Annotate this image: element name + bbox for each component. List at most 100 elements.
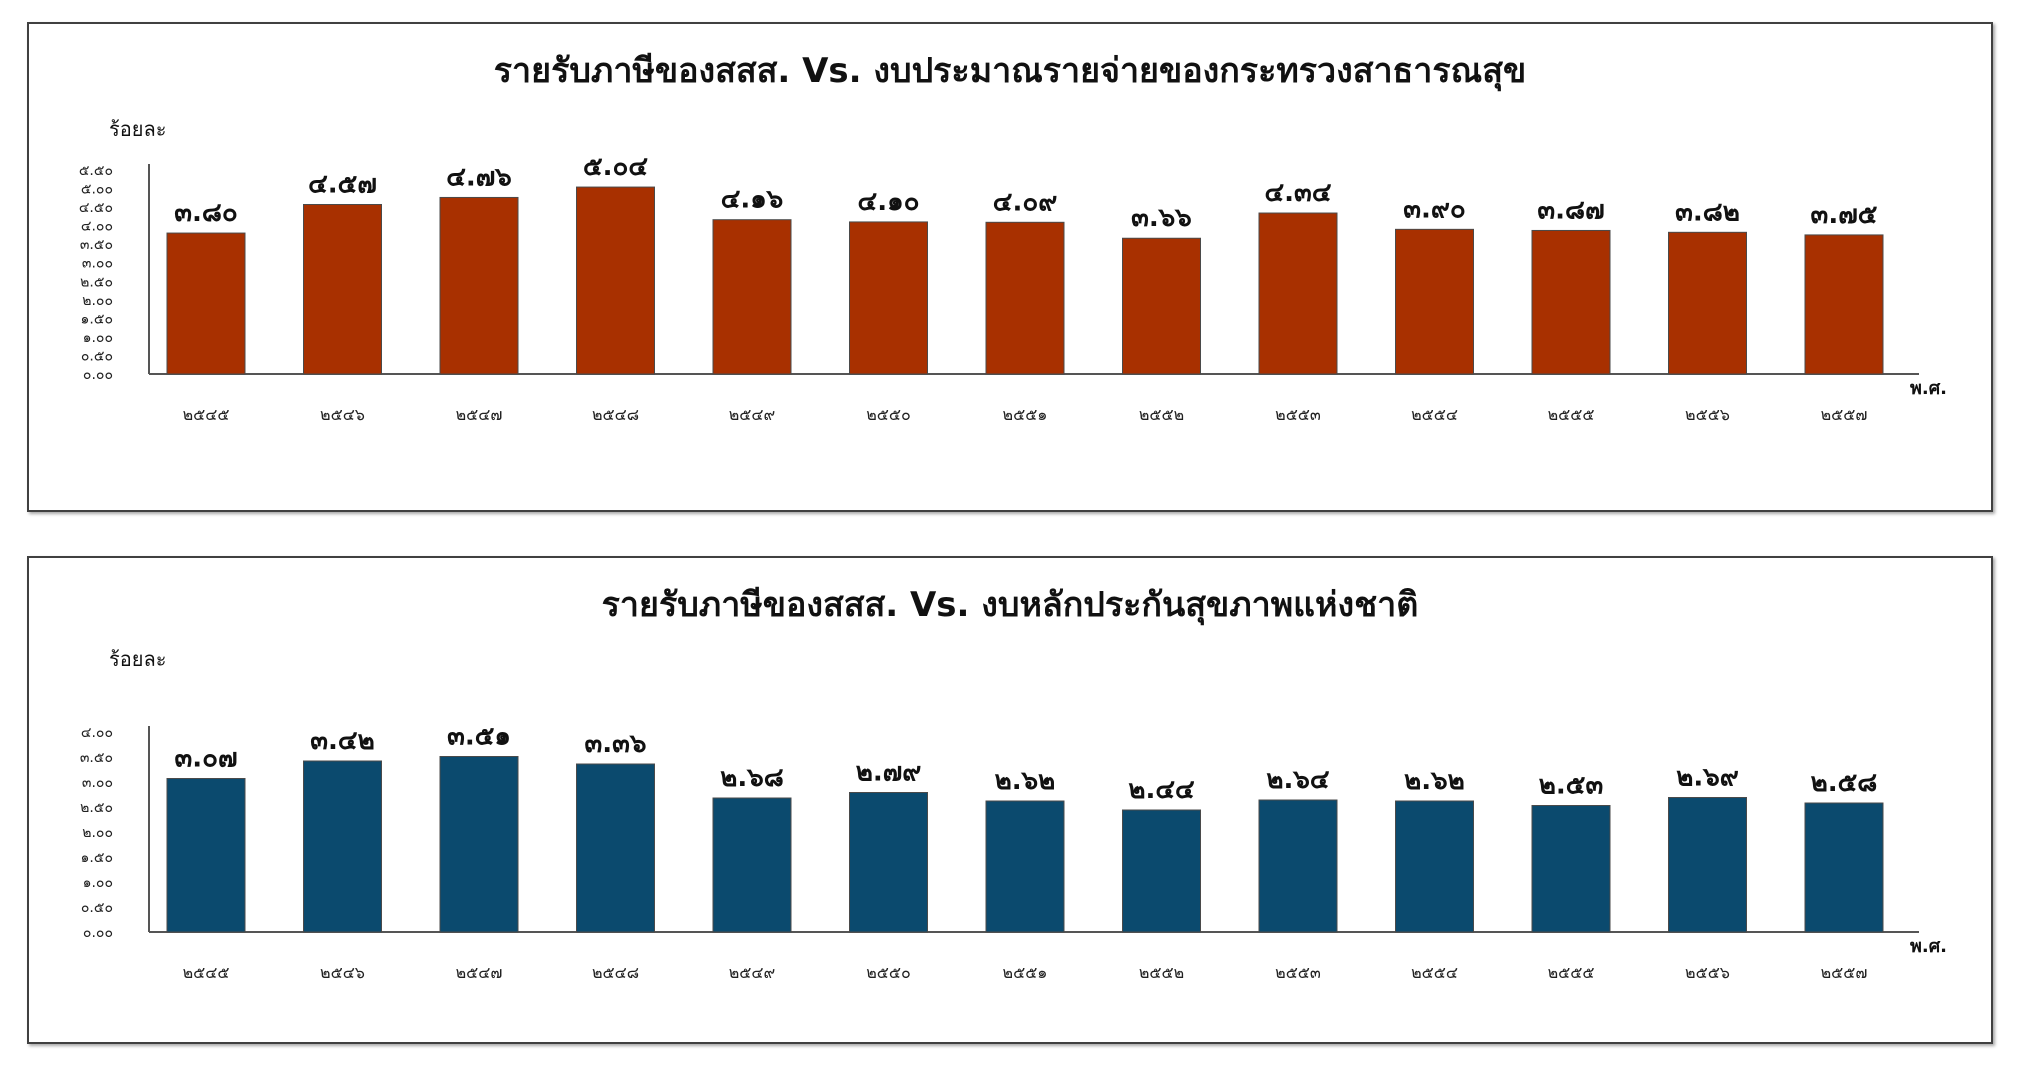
x-tick-label: ๒๕๔๙ [729,963,775,982]
x-tick-label: ๒๕๕๓ [1275,963,1321,982]
data-label: ๔.๑๐ [858,187,920,217]
data-label: ๒.๖๒ [995,766,1056,796]
bar [985,221,1065,375]
data-label: ๔.๗๖ [446,162,512,192]
data-label: ๓.๓๖ [585,729,647,759]
bar-chart-health-ministry-budget: รายรับภาษีของสสส. Vs. งบประมาณรายจ่ายของ… [79,51,1947,424]
bar-chart-national-health-security: รายรับภาษีของสสส. Vs. งบหลักประกันสุขภาพ… [80,585,1947,982]
y-tick-label: ๑.๕๐ [81,850,113,866]
x-tick-label: ๒๕๔๗ [456,405,503,424]
data-label: ๒.๕๓ [1539,771,1603,801]
bar [166,232,246,375]
data-label: ๓.๕๑ [447,722,511,752]
bar [303,760,382,933]
x-tick-label: ๒๕๕๔ [1411,963,1458,982]
x-axis-label: พ.ศ. [1910,936,1947,957]
data-label: ๓.๐๗ [174,744,237,774]
bar [849,221,928,375]
x-tick-label: ๒๕๕๐ [866,963,911,982]
y-tick-label: ๑.๐๐ [83,330,113,346]
bar [576,763,655,933]
x-tick-label: ๒๕๕๗ [1821,405,1868,424]
data-label: ๒.๗๙ [856,758,922,788]
data-label: ๒.๕๘ [1811,768,1878,798]
x-tick-label: ๒๕๔๖ [320,405,365,424]
x-tick-label: ๒๕๕๔ [1411,405,1458,424]
x-tick-label: ๒๕๕๒ [1139,963,1184,982]
data-label: ๔.๕๗ [308,169,377,199]
bar [1258,799,1338,933]
chart-panel-health-ministry-budget: รายรับภาษีของสสส. Vs. งบประมาณรายจ่ายของ… [27,22,1993,512]
x-tick-label: ๒๕๕๑ [1003,405,1048,424]
x-tick-label: ๒๕๕๖ [1685,405,1730,424]
bar [1804,802,1884,933]
y-tick-label: ๓.๐๐ [82,775,113,791]
bar [166,778,246,933]
data-label: ๓.๖๖ [1131,203,1192,233]
data-label: ๒.๔๔ [1128,775,1195,805]
x-tick-label: ๒๕๔๕ [183,405,230,424]
bar [576,186,655,375]
data-label: ๒.๖๔ [1266,765,1330,795]
y-tick-label: ๐.๕๐ [81,348,113,364]
bar [303,203,382,375]
bar [1258,212,1338,375]
y-tick-label: ๒.๕๐ [80,800,113,816]
data-label: ๔.๓๔ [1264,178,1331,208]
y-tick-label: ๑.๐๐ [83,875,113,891]
x-tick-label: ๒๕๔๖ [320,963,365,982]
data-label: ๒.๖๒ [1404,766,1465,796]
data-label: ๒.๖๘ [720,763,784,793]
chart-panel-national-health-security: รายรับภาษีของสสส. Vs. งบหลักประกันสุขภาพ… [27,556,1993,1044]
x-tick-label: ๒๕๕๓ [1275,405,1321,424]
y-tick-label: ๓.๕๐ [80,237,113,253]
bar [439,196,519,375]
x-tick-label: ๒๕๕๗ [1821,963,1868,982]
bar [1122,809,1201,933]
y-axis-label: ร้อยละ [109,117,166,141]
x-tick-label: ๒๕๔๘ [592,405,639,424]
y-tick-label: ๕.๐๐ [81,182,113,198]
bar [849,792,928,933]
bar [1531,229,1611,375]
x-tick-label: ๒๕๔๘ [592,963,639,982]
data-label: ๒.๖๙ [1676,763,1739,793]
y-tick-label: ๔.๕๐ [79,200,113,216]
x-tick-label: ๒๕๕๐ [866,405,911,424]
x-tick-label: ๒๕๕๒ [1139,405,1184,424]
bar [439,756,519,933]
bar [1122,237,1201,375]
bar [1395,800,1474,933]
bar [712,797,792,933]
y-tick-label: ๒.๐๐ [82,825,113,841]
data-label: ๕.๐๔ [583,152,648,182]
bar [1668,797,1747,933]
y-tick-label: ๕.๕๐ [79,163,113,179]
bar [1531,805,1611,933]
bar [712,219,792,375]
y-tick-label: ๐.๐๐ [83,925,113,941]
x-tick-label: ๒๕๕๖ [1685,963,1730,982]
data-label: ๓.๔๒ [310,726,374,756]
x-tick-label: ๒๕๕๕ [1548,963,1595,982]
x-tick-label: ๒๕๕๕ [1548,405,1595,424]
x-tick-label: ๒๕๔๕ [183,963,230,982]
y-tick-label: ๓.๐๐ [82,256,113,272]
data-label: ๔.๐๙ [993,187,1057,217]
x-axis-label: พ.ศ. [1910,378,1947,399]
y-axis-label: ร้อยละ [109,647,166,671]
chart-title: รายรับภาษีของสสส. Vs. งบหลักประกันสุขภาพ… [602,585,1419,626]
y-tick-label: ๒.๕๐ [80,274,113,290]
chart-title: รายรับภาษีของสสส. Vs. งบประมาณรายจ่ายของ… [494,51,1526,92]
y-tick-label: ๔.๐๐ [81,219,113,235]
data-label: ๓.๘๐ [174,198,238,228]
bar [1395,228,1474,375]
x-tick-label: ๒๕๔๗ [456,963,503,982]
y-tick-label: ๐.๐๐ [83,367,113,383]
y-tick-label: ๔.๐๐ [81,725,113,741]
data-label: ๓.๗๕ [1811,200,1878,230]
y-tick-label: ๐.๕๐ [81,900,113,916]
data-label: ๔.๑๖ [721,185,784,215]
bar [985,800,1065,933]
y-tick-label: ๒.๐๐ [82,293,113,309]
